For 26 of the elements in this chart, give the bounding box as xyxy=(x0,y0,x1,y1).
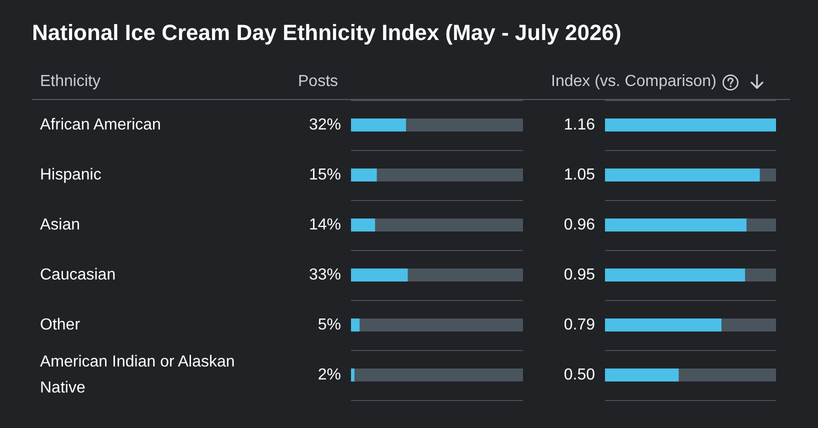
bar xyxy=(351,168,377,182)
y-tick-label: Caucasian xyxy=(40,266,116,284)
y-axis-title: Ethnicity xyxy=(40,73,100,91)
data-label: 0.79 xyxy=(564,316,596,334)
data-label: 2% xyxy=(318,366,341,384)
bar xyxy=(351,318,360,332)
data-label: 0.95 xyxy=(564,266,596,284)
y-tick-label: Hispanic xyxy=(40,166,102,184)
data-label: 1.05 xyxy=(564,166,596,184)
y-tick-label: American Indian or Alaskan Native xyxy=(40,354,240,396)
y-tick-label: Other xyxy=(40,316,81,334)
x-axis-title: Index (vs. Comparison) xyxy=(551,73,716,91)
data-label: 33% xyxy=(308,266,341,284)
data-label: 1.16 xyxy=(564,116,596,134)
data-label: 15% xyxy=(308,166,341,184)
data-label: 32% xyxy=(308,116,341,134)
data-label: 14% xyxy=(308,216,341,234)
data-label: 0.96 xyxy=(564,216,596,234)
bar xyxy=(351,218,376,232)
chart-title: National Ice Cream Day Ethnicity Index (May - July 2026) xyxy=(32,20,622,46)
x-axis-title: Posts xyxy=(298,73,338,91)
y-tick-label: African American xyxy=(40,116,161,134)
data-label: 0.50 xyxy=(564,366,596,384)
y-tick-label: Asian xyxy=(40,216,80,234)
data-label: 5% xyxy=(318,316,341,334)
bar xyxy=(351,368,354,382)
